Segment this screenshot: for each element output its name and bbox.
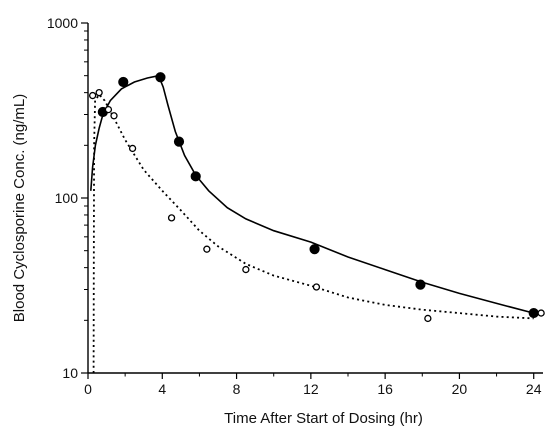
x-tick-label: 16 — [377, 381, 393, 397]
series-1-point — [415, 279, 426, 290]
x-ticks: 0 4 8 12 16 20 24 — [84, 373, 542, 397]
series-2-point — [167, 214, 176, 222]
x-tick-label: 4 — [158, 381, 166, 397]
y-tick-label: 1000 — [47, 15, 78, 31]
series-2-point — [203, 245, 211, 253]
series-2-point — [104, 105, 113, 114]
series-2-point — [110, 112, 118, 120]
x-tick-label: 0 — [84, 381, 92, 397]
series-2-fit-curve — [92, 93, 534, 374]
x-tick-label: 20 — [452, 381, 468, 397]
x-axis-title: Time After Start of Dosing (hr) — [224, 410, 423, 427]
series-1-point — [173, 136, 185, 147]
series-1-point — [309, 244, 320, 255]
series-2-point — [312, 283, 321, 291]
x-tick-label: 24 — [526, 381, 542, 397]
y-ticks: 10 100 1000 — [47, 15, 88, 381]
series-1-point — [528, 307, 539, 319]
series-2-point — [242, 265, 250, 274]
series-2-point — [88, 91, 97, 100]
y-tick-label: 100 — [55, 190, 79, 206]
data-points — [88, 72, 545, 323]
y-axis-title: Blood Cyclosporine Conc. (ng/mL) — [11, 94, 28, 322]
x-tick-label: 12 — [303, 381, 319, 397]
series-1-fit-curve — [90, 74, 534, 314]
series-1-point — [155, 72, 166, 83]
series-1-point — [190, 171, 201, 182]
series-1-point — [118, 76, 129, 88]
series-2-point — [424, 314, 432, 323]
x-tick-label: 8 — [233, 381, 241, 397]
series-2-point — [128, 144, 137, 153]
y-tick-label: 10 — [62, 365, 78, 381]
series-2-point — [95, 88, 103, 97]
series-2-point — [537, 309, 545, 317]
fit-curves — [90, 74, 534, 374]
